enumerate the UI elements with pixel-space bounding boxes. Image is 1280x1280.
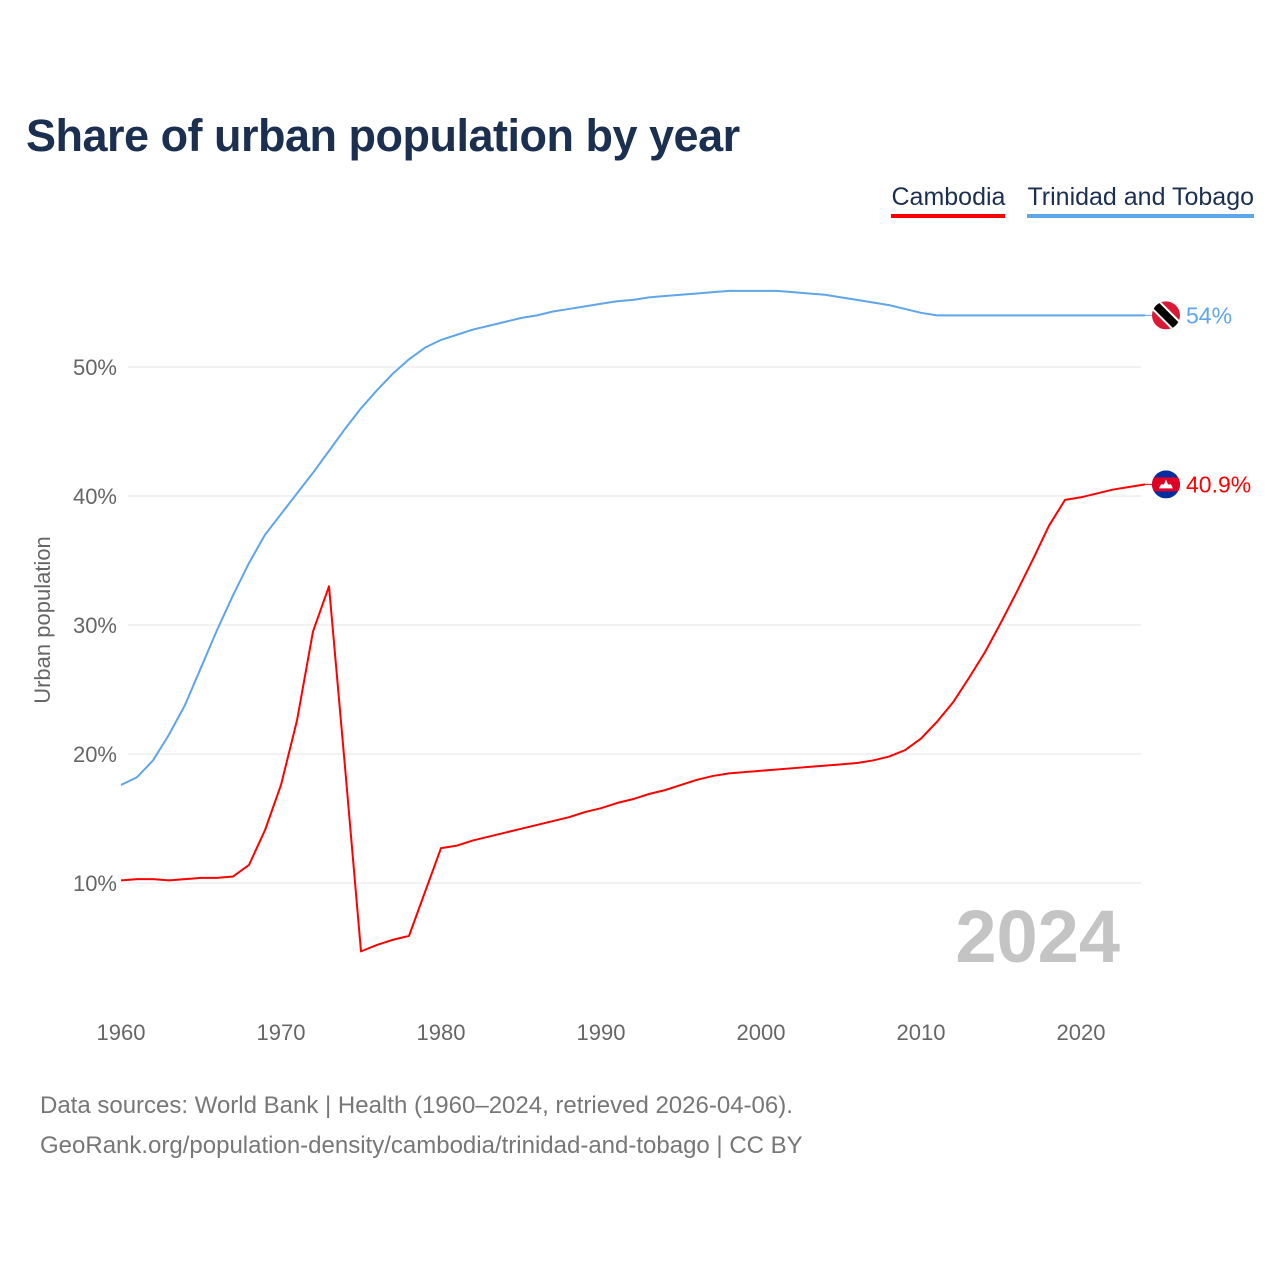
y-tick-label: 40% xyxy=(73,484,117,509)
y-tick-label: 30% xyxy=(73,613,117,638)
cambodia-flag-icon xyxy=(1152,470,1180,499)
flag-black-stripe xyxy=(1152,301,1180,330)
legend-cambodia[interactable]: Cambodia xyxy=(891,183,1006,218)
legend-trinidad-and-tobago[interactable]: Trinidad and Tobago xyxy=(1027,183,1254,218)
x-tick-label: 1980 xyxy=(417,1020,466,1045)
legend: Cambodia Trinidad and Tobago xyxy=(891,183,1254,218)
footer: Data sources: World Bank | Health (1960–… xyxy=(40,1086,803,1166)
year-watermark: 2024 xyxy=(955,895,1120,978)
x-tick-label: 2020 xyxy=(1057,1020,1106,1045)
footer-sources: Data sources: World Bank | Health (1960–… xyxy=(40,1092,793,1119)
flag-temple xyxy=(1159,479,1173,489)
y-tick-label: 10% xyxy=(73,871,117,896)
x-tick-label: 1990 xyxy=(577,1020,626,1045)
flag-body xyxy=(1152,301,1180,330)
x-tick-label: 1970 xyxy=(257,1020,306,1045)
end-value-label: 40.9% xyxy=(1186,471,1251,497)
series-line-trinidad-and-tobago xyxy=(120,289,1145,786)
end-value-label: 54% xyxy=(1186,302,1232,328)
y-tick-label: 20% xyxy=(73,742,117,767)
x-tick-label: 2010 xyxy=(897,1020,946,1045)
chart-title: Share of urban population by year xyxy=(26,110,740,161)
y-axis-label: Urban population xyxy=(30,536,55,704)
trinidad-and-tobago-flag-icon xyxy=(1152,301,1180,330)
y-tick-label: 50% xyxy=(73,355,117,380)
series-line-cambodia xyxy=(120,483,1146,953)
x-tick-label: 2000 xyxy=(737,1020,786,1045)
footer-url: GeoRank.org/population-density/cambodia/… xyxy=(40,1132,803,1159)
x-tick-label: 1960 xyxy=(97,1020,146,1045)
flag-body xyxy=(1152,470,1180,499)
